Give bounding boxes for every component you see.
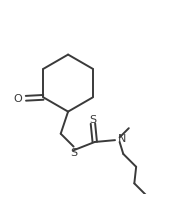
Text: S: S <box>89 114 96 124</box>
Text: S: S <box>70 147 77 157</box>
Text: N: N <box>118 134 127 144</box>
Text: O: O <box>13 94 22 104</box>
